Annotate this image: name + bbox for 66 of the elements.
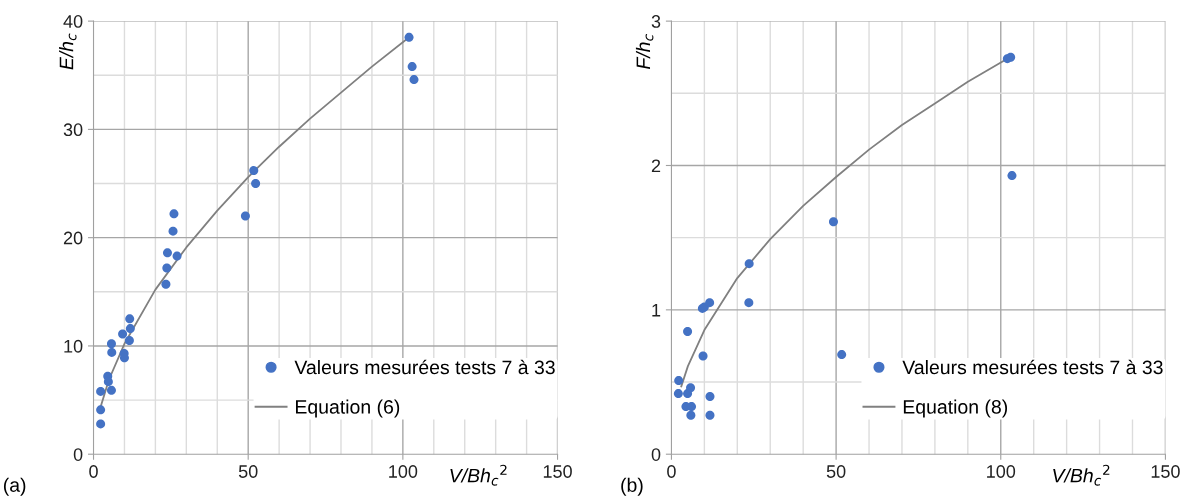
point — [744, 298, 754, 308]
point — [837, 350, 847, 360]
y-tick-label: 0 — [73, 448, 83, 461]
point — [1006, 52, 1016, 62]
point — [169, 209, 179, 219]
y-tick-label: 1 — [652, 303, 661, 317]
point — [162, 248, 172, 258]
point — [161, 279, 171, 289]
point — [251, 179, 261, 189]
point — [125, 314, 135, 324]
legend-label: Valeurs mesurées tests 7 à 33 — [294, 359, 555, 375]
point — [118, 329, 128, 339]
x-axis-title: V/Bh$_{c}$$^{2}$ — [1053, 464, 1110, 486]
y-tick-label: 0 — [651, 448, 661, 461]
x-tick-label: 100 — [389, 465, 418, 478]
point — [168, 226, 178, 236]
point — [698, 351, 708, 361]
point — [162, 263, 172, 273]
point — [107, 347, 117, 357]
point — [686, 410, 696, 420]
point — [705, 298, 715, 308]
y-tick-label: 20 — [63, 231, 83, 245]
point — [103, 377, 113, 387]
point — [125, 324, 135, 334]
y-tick-label: 30 — [63, 123, 83, 137]
point — [674, 376, 684, 386]
y-tick-label: 2 — [651, 159, 661, 173]
x-tick-label: 50 — [238, 465, 258, 478]
x-tick-label: 50 — [826, 465, 846, 478]
point — [240, 211, 250, 221]
x-tick-label: 150 — [543, 465, 572, 478]
point — [106, 339, 116, 349]
point — [96, 419, 106, 429]
point — [744, 259, 754, 269]
point — [705, 410, 715, 420]
point — [705, 391, 715, 401]
point — [673, 389, 683, 399]
x-tick-label: 0 — [667, 465, 676, 478]
point — [407, 62, 417, 72]
text: (b) — [621, 477, 643, 496]
legend-label: Equation (8) — [903, 399, 1008, 418]
x-tick-label: 150 — [1151, 465, 1180, 478]
x-axis-title: V/Bh$_{c}$$^{2}$ — [450, 464, 507, 486]
point — [404, 32, 414, 42]
point — [96, 386, 106, 396]
point — [409, 75, 419, 85]
x-tick-label: 0 — [89, 465, 98, 478]
point — [249, 166, 259, 176]
point — [686, 383, 696, 393]
x-tick-label: 100 — [987, 465, 1016, 478]
y-tick-label: 40 — [63, 15, 83, 28]
point — [828, 217, 838, 227]
y-tick-label: 10 — [64, 339, 83, 353]
legend-label: Equation (6) — [296, 399, 400, 418]
point — [106, 385, 116, 395]
point — [172, 251, 182, 261]
y-axis-title: F/h$_{c}$ — [635, 34, 654, 70]
text: (a) — [3, 477, 26, 496]
point — [683, 327, 693, 336]
point — [687, 402, 697, 412]
point — [124, 336, 134, 346]
point — [96, 405, 106, 415]
y-axis-title: E/h$_{c}$ — [59, 33, 77, 70]
point — [1007, 171, 1017, 181]
y-tick-label: 3 — [651, 15, 661, 28]
legend-label: Valeurs mesurées tests 7 à 33 — [902, 359, 1163, 375]
